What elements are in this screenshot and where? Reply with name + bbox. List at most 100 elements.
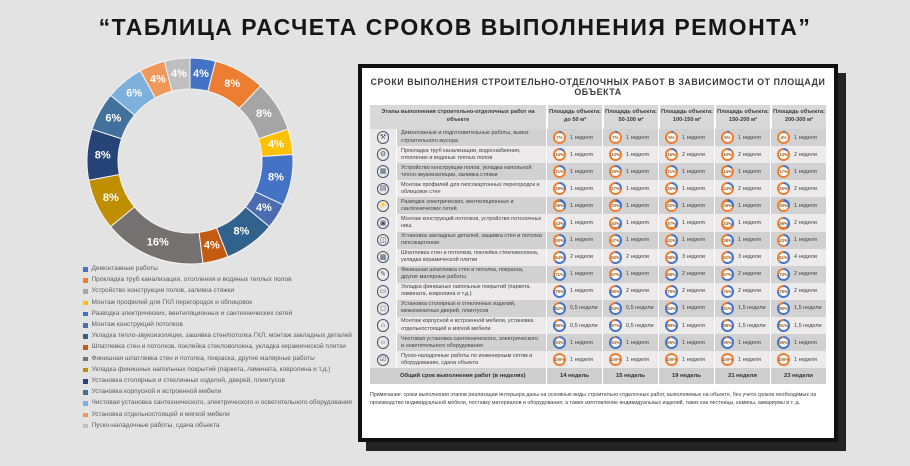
legend-label: Демонтажные работы <box>91 265 158 272</box>
progress-ring: 27% <box>609 182 622 196</box>
progress-percent: 80% <box>611 286 620 296</box>
weeks-label: 1 неделя <box>570 202 593 209</box>
weeks-label: 0,5 недели <box>570 305 598 312</box>
furniture-icon: ⌂ <box>376 319 390 332</box>
weeks-label: 1 неделя <box>570 134 593 141</box>
weeks-label: 1 неделя <box>682 339 705 346</box>
legend-item: Укладка финишных напольных покрытий (пар… <box>83 366 375 374</box>
progress-ring: 30% <box>777 199 790 213</box>
progress-percent: 82% <box>555 304 564 313</box>
schedule-cell: 93% 1 неделя <box>602 334 658 352</box>
schedule-cell: 78% 2 недели <box>770 282 826 300</box>
progress-ring: 37% <box>665 216 678 230</box>
donut-slice-label: 6% <box>126 88 142 100</box>
legend-label: Установка отдельностоящей и мягкой мебел… <box>91 410 230 418</box>
progress-percent: 5% <box>667 133 676 142</box>
progress-percent: 33% <box>723 218 732 228</box>
donut-slice-label: 8% <box>268 171 284 183</box>
footnote: Примечание: сроки выполнения этапов реал… <box>370 391 817 407</box>
legend-swatch <box>83 401 88 406</box>
weeks-label: 1 неделя <box>570 356 593 363</box>
flooring-icon: ▭ <box>376 285 390 298</box>
total-weeks-value: 23 недели <box>770 368 826 384</box>
progress-percent: 89% <box>667 321 676 330</box>
stage-icon-cell: ▣ <box>370 214 396 232</box>
painting-icon: ✎ <box>376 268 390 281</box>
progress-percent: 20% <box>611 167 620 177</box>
progress-percent: 100% <box>554 355 565 365</box>
weeks-label: 1 неделя <box>738 339 761 346</box>
progress-percent: 42% <box>667 235 676 245</box>
stage-name: Установка столярных и стеклянных изделий… <box>396 299 546 318</box>
schedule-cell: 38% 1 неделя <box>714 231 770 249</box>
weeks-label: 2 недели <box>794 185 817 192</box>
progress-ring: 14% <box>721 165 734 179</box>
legend-item: Разводка электрических, вентиляционных и… <box>83 310 375 318</box>
weeks-label: 1 неделя <box>626 185 649 192</box>
legend-item: Пуско-наладочные работы, сдача объекта <box>83 422 375 430</box>
table-row: ☼ Чистовая установка сантехнического, эле… <box>370 334 826 352</box>
handover-icon: ☑ <box>376 353 390 367</box>
stage-icon-cell: ◻ <box>370 299 396 318</box>
progress-percent: 36% <box>555 201 564 211</box>
schedule-cell: 83% 0,5 недели <box>602 299 658 318</box>
schedule-cell: 10% 2 недели <box>714 146 770 164</box>
schedule-cell: 24% 2 недели <box>714 180 770 198</box>
progress-ring: 13% <box>609 148 622 162</box>
progress-ring: 43% <box>777 233 790 247</box>
progress-ring: 100% <box>721 353 734 367</box>
schedule-cell: 5% 1 неделя <box>714 129 770 147</box>
progress-percent: 67% <box>723 269 732 279</box>
legend-swatch <box>83 412 88 418</box>
schedule-cell: 43% 1 неделя <box>546 214 602 232</box>
legend-item: Монтаж профилей для ГКЛ перегородок и об… <box>83 299 375 307</box>
stage-icon-cell: ⚙ <box>370 146 396 164</box>
progress-percent: 38% <box>723 235 732 245</box>
donut-slice-label: 4% <box>256 202 272 214</box>
schedule-cell: 36% 1 неделя <box>546 197 602 215</box>
schedule-cell: 13% 2 недели <box>770 146 826 164</box>
area-column-header: Площадь объекта: 200-300 м² <box>770 105 826 129</box>
progress-percent: 79% <box>555 286 564 296</box>
progress-percent: 96% <box>779 338 788 348</box>
progress-ring: 86% <box>553 319 566 333</box>
donut-slice-label: 4% <box>204 240 220 252</box>
progress-percent: 13% <box>779 150 788 160</box>
total-row: Общий срок выполнения работ (в неделях) … <box>370 368 826 384</box>
weeks-label: 1 неделя <box>682 356 705 363</box>
weeks-label: 1 неделя <box>570 271 593 278</box>
progress-percent: 43% <box>555 218 564 228</box>
schedule-cell: 76% 2 недели <box>714 282 770 300</box>
weeks-label: 1 неделя <box>626 271 649 278</box>
progress-percent: 33% <box>611 201 620 211</box>
legend-label: Устройство конструкции полов, заливка ст… <box>91 287 235 295</box>
weeks-label: 1 неделя <box>682 202 705 209</box>
weeks-label: 1 неделя <box>682 220 705 227</box>
stage-name: Монтаж корпусной и встроенной мебели, ус… <box>396 317 546 335</box>
weeks-label: 1 неделя <box>682 322 705 329</box>
legend-swatch <box>83 278 88 283</box>
legend-label: Установка столярных и стеклянных изделий… <box>91 377 285 385</box>
progress-ring: 10% <box>721 148 734 162</box>
progress-percent: 58% <box>667 252 676 262</box>
weeks-label: 1 неделя <box>626 356 649 363</box>
schedule-cell: 21% 1 неделя <box>546 163 602 181</box>
chart-legend: Демонтажные работы Прокладка труб канализ… <box>83 265 375 434</box>
progress-percent: 7% <box>555 133 564 142</box>
table-row: ▦ Устройство конструкции полов, укладка н… <box>370 163 826 181</box>
doors-icon: ◻ <box>376 302 390 315</box>
schedule-cell: 100% 1 неделя <box>602 351 658 369</box>
progress-percent: 85% <box>779 304 788 313</box>
progress-ring: 79% <box>553 284 566 298</box>
schedule-cell: 73% 2 недели <box>770 265 826 283</box>
legend-swatch <box>83 390 88 395</box>
stage-icon-cell: ☑ <box>370 351 396 369</box>
progress-percent: 7% <box>611 133 620 142</box>
progress-percent: 73% <box>779 269 788 279</box>
stage-name: Разводка электрических, вентиляционных и… <box>396 197 546 215</box>
donut-slice-label: 4% <box>150 74 166 86</box>
progress-percent: 50% <box>555 235 564 245</box>
schedule-cell: 40% 1 неделя <box>602 214 658 232</box>
progress-ring: 82% <box>553 301 566 315</box>
area-column-header: Площадь объекта: 100-150 м² <box>658 105 714 129</box>
